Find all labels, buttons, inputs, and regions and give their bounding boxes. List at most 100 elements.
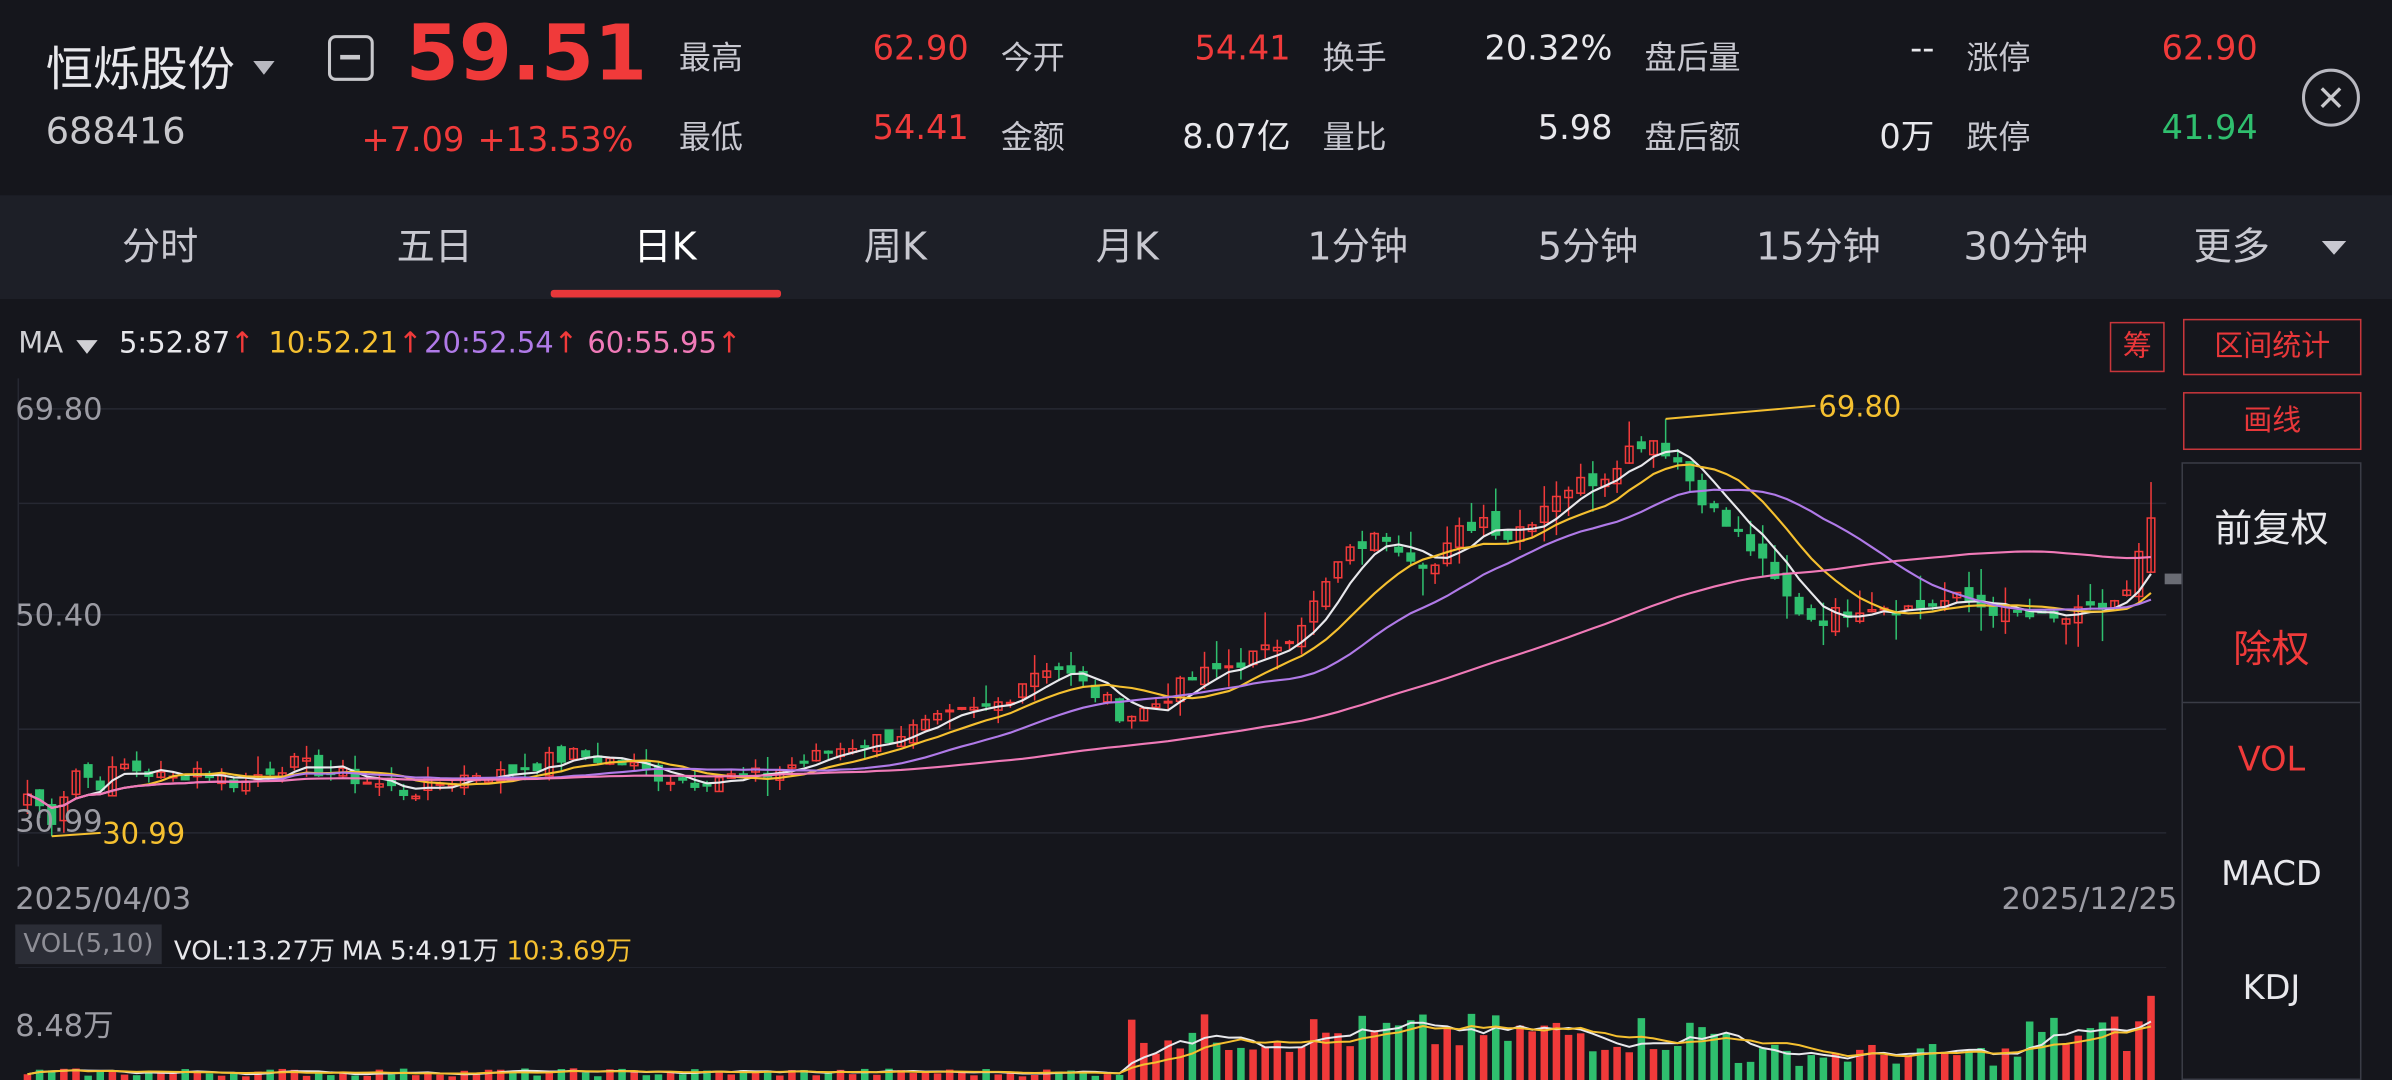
close-icon[interactable] (2301, 68, 2360, 127)
chip-distribution-button[interactable]: 筹 (2109, 321, 2165, 373)
volume-bar (1940, 1051, 1949, 1080)
candle (1648, 440, 1659, 456)
candle (362, 781, 372, 785)
candle (1151, 703, 1161, 709)
volume-bar (812, 1075, 820, 1080)
candle (2122, 589, 2132, 596)
candle (1818, 620, 1828, 626)
candle (374, 783, 384, 788)
candle (678, 777, 688, 781)
candle (1564, 489, 1574, 499)
ma60-line (27, 550, 2152, 810)
volume-bar (533, 1075, 541, 1080)
volume-bar (290, 1069, 299, 1080)
candle (1661, 442, 1671, 457)
volume-bar (229, 1072, 238, 1080)
candle (1830, 607, 1841, 633)
volume-bar (800, 1069, 808, 1080)
tab-daily-k[interactable]: 日K (633, 224, 697, 269)
draw-line-button[interactable]: 画线 (2182, 392, 2362, 451)
volume-bar (1309, 1019, 1318, 1080)
macd-indicator-option[interactable]: MACD (2221, 855, 2322, 894)
quote-label: 换手 (1322, 39, 1387, 77)
tab-five-day[interactable]: 五日 (396, 224, 473, 269)
volume-bar (193, 1072, 202, 1080)
tab-weekly-k[interactable]: 周K (863, 224, 928, 269)
chevron-down-icon[interactable] (2321, 241, 2347, 255)
stock-name[interactable]: 恒烁股份 (45, 42, 235, 98)
candle (908, 724, 918, 744)
volume-bar (84, 1075, 92, 1080)
volume-bar (145, 1071, 153, 1080)
candle (1624, 445, 1634, 464)
quote-value: 62.90 (872, 30, 969, 69)
vol-indicator-option[interactable]: VOL (2237, 741, 2306, 780)
volume-bar (2086, 1028, 2095, 1080)
ex-rights-option[interactable]: 除权 (2233, 626, 2310, 672)
quote-value: 54.41 (872, 109, 969, 148)
volume-bar (994, 1074, 1002, 1080)
volume-bar (873, 1074, 881, 1080)
candle (945, 709, 955, 713)
volume-bar (691, 1069, 699, 1080)
candle (1369, 532, 1379, 551)
volume-bar (1795, 1065, 1803, 1080)
volume-bar (278, 1068, 287, 1080)
vol-param-tag[interactable]: VOL(5,10) (15, 924, 162, 965)
volume-bar (1212, 1042, 1221, 1080)
candle (787, 764, 797, 769)
caret-down-icon[interactable] (76, 340, 98, 354)
tab-30min[interactable]: 30分钟 (1963, 224, 2089, 269)
volume-bar (654, 1074, 663, 1080)
volume-bar (666, 1072, 675, 1080)
caret-down-icon[interactable] (253, 61, 275, 75)
quote-value: 8.07亿 (1182, 118, 1291, 158)
candle (702, 783, 712, 787)
minus-square-icon[interactable] (327, 35, 374, 81)
volume-bar (1698, 1027, 1706, 1080)
tab-5min[interactable]: 5分钟 (1537, 224, 1639, 269)
candle (884, 729, 894, 744)
candle (1260, 644, 1270, 651)
volume-bar (47, 1070, 56, 1080)
candle (1746, 534, 1756, 552)
volume-bar (205, 1073, 214, 1080)
candle (2013, 609, 2023, 613)
volume-chart[interactable] (0, 967, 2181, 1080)
candle (811, 749, 821, 762)
kline-chart[interactable] (0, 375, 2182, 881)
forward-adjust-option[interactable]: 前复权 (2214, 506, 2329, 551)
candle (714, 776, 724, 793)
tab-1min[interactable]: 1分钟 (1307, 224, 1408, 269)
range-stats-button[interactable]: 区间统计 (2182, 318, 2362, 376)
candle (1054, 666, 1064, 670)
volume-bar (1758, 1048, 1767, 1080)
candle (1017, 683, 1028, 698)
candle (690, 782, 700, 788)
volume-bar (314, 1072, 323, 1080)
tab-more[interactable]: 更多 (2193, 224, 2270, 269)
volume-bar (1807, 1055, 1816, 1080)
ma-selector[interactable]: MA (18, 326, 64, 361)
candle (399, 789, 409, 797)
y-axis-min-label: 30.99 (15, 802, 103, 840)
volume-bar (424, 1073, 432, 1080)
volume-bar (1564, 1034, 1573, 1080)
candle (568, 748, 579, 761)
quote-value: -- (1910, 30, 1935, 69)
candle (1382, 536, 1392, 542)
candle (2085, 601, 2095, 606)
volume-bar (581, 1072, 590, 1080)
candle (1539, 505, 1549, 524)
kdj-indicator-option[interactable]: KDJ (2242, 970, 2301, 1009)
tab-15min[interactable]: 15分钟 (1755, 224, 1881, 269)
candle (1551, 495, 1561, 512)
volume-bar (933, 1073, 942, 1080)
volume-bar (1661, 1049, 1670, 1080)
volume-bar (776, 1075, 784, 1080)
tab-timeshare[interactable]: 分时 (122, 224, 199, 269)
tab-monthly-k[interactable]: 月K (1095, 224, 1159, 269)
candle (520, 767, 530, 771)
quote-value: 20.32% (1484, 30, 1613, 69)
quote-value: 62.90 (2161, 30, 2258, 69)
